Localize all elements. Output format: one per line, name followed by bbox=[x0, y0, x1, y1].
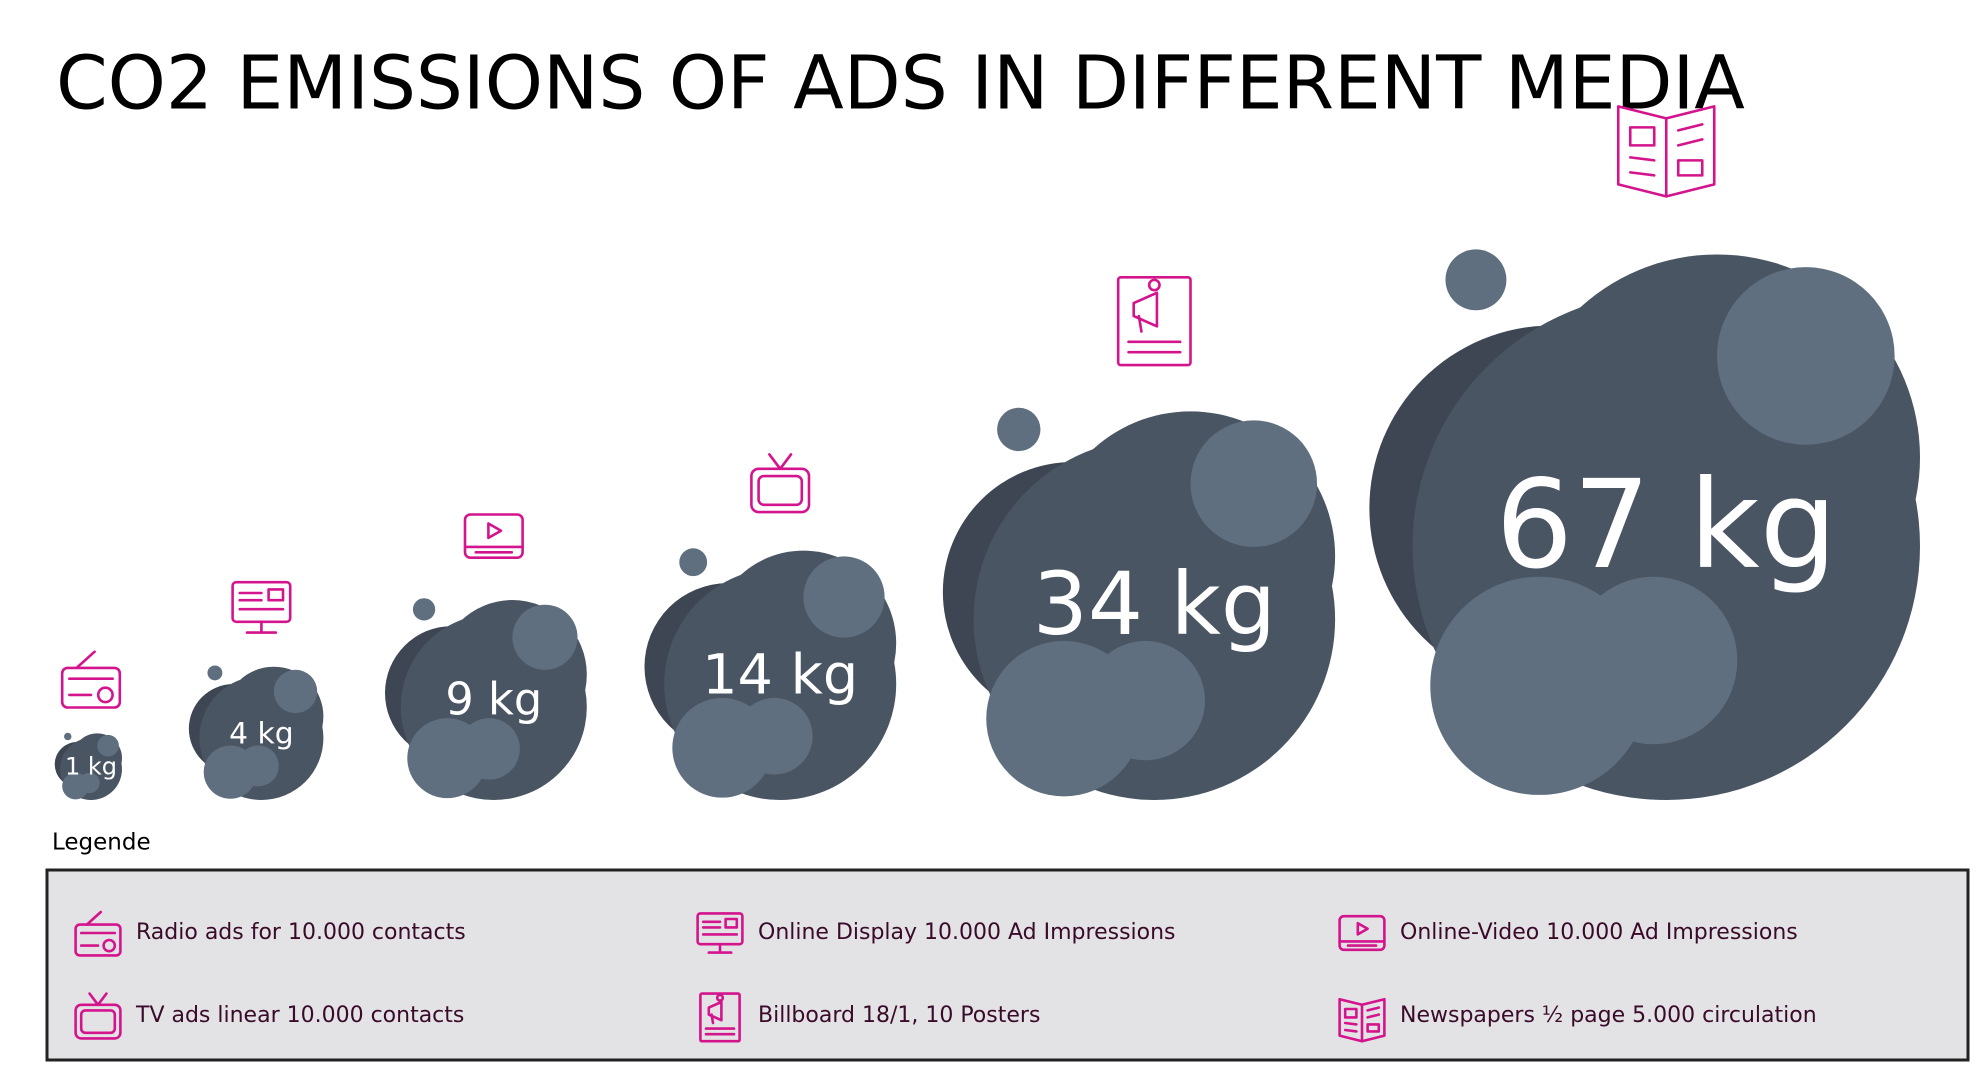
cloud-puff bbox=[79, 772, 100, 794]
icon-part bbox=[1147, 278, 1161, 292]
icon-part bbox=[88, 992, 108, 1007]
icon bbox=[699, 992, 741, 1043]
icon-part bbox=[1676, 159, 1704, 177]
icon-part bbox=[102, 938, 117, 953]
icon-part bbox=[715, 993, 725, 1002]
cloud-puff bbox=[1190, 420, 1318, 547]
cloud-puff bbox=[207, 665, 223, 681]
icon-part bbox=[267, 588, 285, 602]
icon-part bbox=[85, 910, 103, 926]
cloud bbox=[1369, 249, 1921, 800]
icon-part bbox=[96, 686, 114, 704]
icon-part bbox=[757, 474, 804, 507]
icon-part bbox=[699, 992, 741, 1043]
icon-part bbox=[724, 917, 739, 929]
icon-part bbox=[1366, 1023, 1381, 1033]
icon-part bbox=[1343, 1021, 1358, 1026]
legend-title: Legende bbox=[52, 830, 151, 856]
cloud-puff bbox=[1569, 576, 1738, 745]
icon-part bbox=[1338, 914, 1386, 952]
icon-part bbox=[60, 666, 122, 709]
value-label: 34 kg bbox=[1033, 554, 1276, 655]
value-label: 9 kg bbox=[445, 673, 542, 725]
cloud-puff bbox=[679, 548, 708, 577]
icon bbox=[750, 453, 811, 514]
cloud-puff bbox=[64, 732, 72, 741]
legend-label: Newspapers ½ page 5.000 circulation bbox=[1400, 1003, 1817, 1028]
cloud bbox=[644, 548, 897, 800]
icon-part bbox=[74, 923, 122, 957]
cloud-puff bbox=[97, 734, 119, 757]
legend-label: Billboard 18/1, 10 Posters bbox=[758, 1003, 1040, 1028]
icon-part bbox=[1366, 1006, 1381, 1012]
cloud bbox=[54, 732, 122, 800]
icon-part bbox=[1137, 314, 1143, 333]
legend-box bbox=[45, 868, 1970, 1062]
cloud-puff bbox=[237, 745, 279, 787]
cloud-puff bbox=[273, 669, 318, 714]
icon-part bbox=[710, 1013, 715, 1025]
chart-title: CO2 EMISSIONS OF ADS IN DIFFERENT MEDIA bbox=[56, 41, 1745, 127]
icon bbox=[1616, 105, 1716, 198]
legend-label: Online-Video 10.000 Ad Impressions bbox=[1400, 920, 1798, 945]
icon-part bbox=[1628, 156, 1656, 162]
icon bbox=[463, 513, 524, 560]
cloud-puff bbox=[512, 604, 578, 670]
icon bbox=[1338, 914, 1386, 952]
cloud bbox=[384, 598, 587, 800]
icon-part bbox=[1676, 138, 1704, 147]
legend-label: Radio ads for 10.000 contacts bbox=[136, 920, 466, 945]
icon-part bbox=[79, 1009, 117, 1035]
legend-label: Online Display 10.000 Ad Impressions bbox=[758, 920, 1176, 945]
icon-part bbox=[768, 453, 793, 471]
cloud-puff bbox=[1085, 640, 1205, 761]
icon bbox=[231, 580, 292, 634]
value-label: 1 kg bbox=[65, 752, 117, 780]
cloud-puff bbox=[1445, 249, 1507, 311]
icon-part bbox=[1628, 126, 1656, 147]
icon-part bbox=[463, 513, 524, 560]
icon-part bbox=[1356, 921, 1369, 936]
icon bbox=[74, 992, 122, 1040]
cloud-puff bbox=[736, 697, 813, 775]
cloud-puff bbox=[1717, 267, 1895, 445]
cloud bbox=[942, 407, 1336, 800]
value-label: 67 kg bbox=[1496, 454, 1838, 596]
value-label: 14 kg bbox=[702, 642, 858, 707]
icon bbox=[60, 650, 122, 709]
icon bbox=[696, 912, 744, 954]
icon bbox=[1338, 997, 1386, 1043]
cloud-puff bbox=[458, 718, 520, 780]
icon-part bbox=[1676, 123, 1704, 132]
icon-part bbox=[1343, 1007, 1358, 1019]
cloud-puff bbox=[412, 598, 436, 621]
icon bbox=[1116, 275, 1192, 367]
cloud-puff bbox=[803, 556, 885, 638]
value-label: 4 kg bbox=[229, 716, 294, 751]
cloud-puff bbox=[997, 407, 1041, 452]
icon-part bbox=[1343, 1028, 1358, 1033]
cloud bbox=[188, 665, 324, 800]
legend-label: TV ads linear 10.000 contacts bbox=[135, 1003, 464, 1028]
icon-part bbox=[75, 650, 96, 670]
icon-part bbox=[1628, 171, 1656, 177]
icon-part bbox=[1116, 275, 1192, 367]
icon-part bbox=[487, 522, 503, 540]
icon-part bbox=[1366, 1013, 1381, 1019]
icon bbox=[74, 910, 122, 957]
icon-part bbox=[1132, 291, 1159, 328]
icon-part bbox=[707, 1000, 723, 1022]
